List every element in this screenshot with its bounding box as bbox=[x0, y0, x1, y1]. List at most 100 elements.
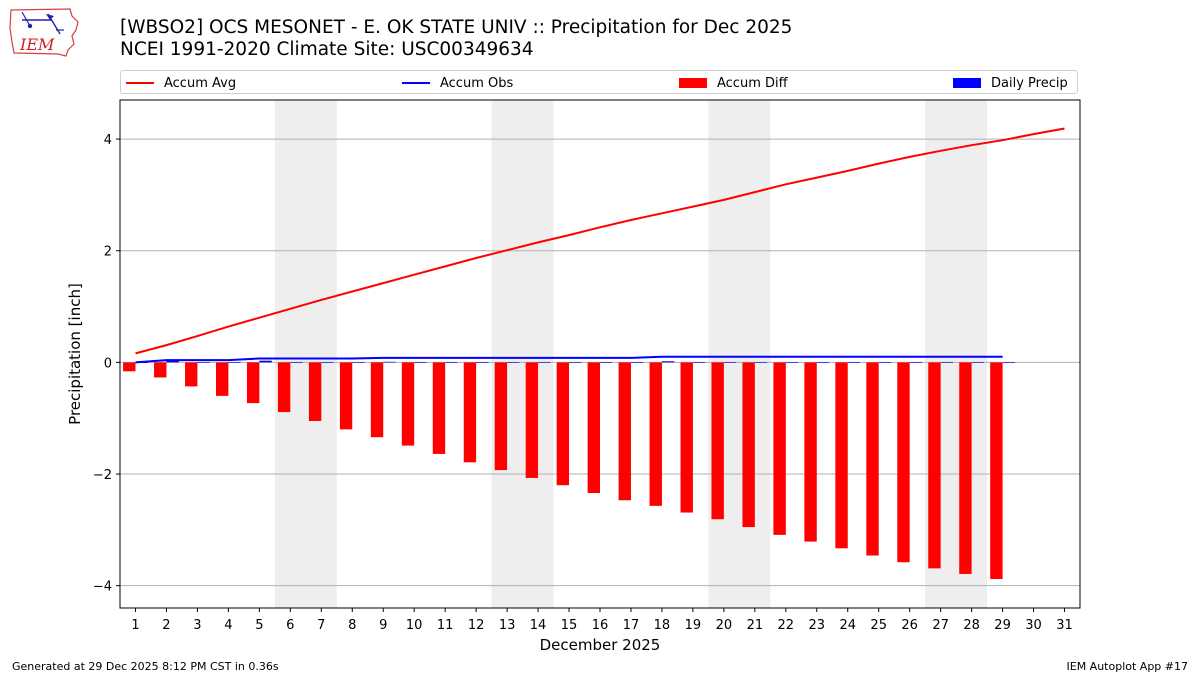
x-tick-label: 29 bbox=[994, 618, 1011, 633]
legend: Accum Avg Accum Obs Accum Diff Daily Pre… bbox=[120, 70, 1078, 94]
weekend-band-1 bbox=[274, 100, 337, 608]
legend-item-accum-obs: Accum Obs bbox=[402, 74, 513, 92]
daily-precip-bar bbox=[352, 362, 365, 363]
x-tick-label: 27 bbox=[932, 618, 949, 633]
y-tick-label: 0 bbox=[104, 356, 112, 371]
daily-precip-bar bbox=[816, 362, 830, 363]
x-tick-label: 17 bbox=[623, 618, 640, 633]
legend-swatch-daily-precip bbox=[953, 78, 981, 88]
daily-precip-bar bbox=[538, 362, 551, 363]
x-tick-label: 15 bbox=[561, 618, 578, 633]
accum-diff-bar bbox=[401, 362, 415, 446]
legend-item-accum-avg: Accum Avg bbox=[126, 74, 236, 92]
daily-precip-bar bbox=[1002, 362, 1015, 363]
accum-diff-bar bbox=[123, 362, 136, 372]
series-lines bbox=[135, 127, 1065, 364]
x-tick-label: 14 bbox=[530, 618, 547, 633]
x-tick-label: 16 bbox=[592, 618, 609, 633]
x-tick-label: 9 bbox=[379, 618, 387, 633]
daily-precip-bar bbox=[476, 362, 489, 363]
x-tick-label: 22 bbox=[778, 618, 795, 633]
accum-diff-bar bbox=[959, 362, 972, 574]
legend-swatch-accum-obs bbox=[402, 82, 430, 84]
daily-precip-bar bbox=[692, 362, 706, 363]
chart-title: [WBSO2] OCS MESONET - E. OK STATE UNIV :… bbox=[120, 17, 793, 38]
daily-precip-bar bbox=[723, 362, 737, 363]
x-tick-label: 24 bbox=[839, 618, 856, 633]
accum-obs-line bbox=[135, 355, 1003, 364]
accum-diff-bar bbox=[618, 362, 631, 501]
x-tick-label: 3 bbox=[193, 618, 201, 633]
x-tick-label: 11 bbox=[437, 618, 454, 633]
daily-precip-bar bbox=[661, 361, 675, 363]
weekend-band-2 bbox=[491, 100, 554, 608]
y-tick-label: 2 bbox=[104, 245, 112, 260]
accum-diff-bar bbox=[866, 362, 879, 556]
weekend-band-3 bbox=[708, 100, 771, 608]
daily-precip-bar bbox=[414, 362, 427, 363]
iem-logo: IEM bbox=[9, 8, 79, 57]
x-tick-label: 4 bbox=[224, 618, 232, 633]
daily-precip-bar bbox=[630, 362, 644, 363]
legend-label-accum-diff: Accum Diff bbox=[717, 75, 788, 91]
chart-subtitle: NCEI 1991-2020 Climate Site: USC00349634 bbox=[120, 39, 534, 60]
y-axis-label: Precipitation [inch] bbox=[66, 283, 84, 425]
x-tick-label: 13 bbox=[499, 618, 516, 633]
x-tick-label: 30 bbox=[1025, 618, 1042, 633]
accum-diff-bar bbox=[494, 362, 508, 471]
daily-precip-bar bbox=[445, 362, 458, 363]
x-tick-label: 6 bbox=[286, 618, 294, 633]
daily-precip-bar bbox=[971, 362, 984, 363]
daily-precip-bar bbox=[290, 362, 303, 363]
accum-diff-bar bbox=[804, 362, 817, 542]
x-tick-label: 21 bbox=[747, 618, 764, 633]
accum-diff-bar bbox=[432, 362, 446, 454]
x-tick-label: 31 bbox=[1056, 618, 1073, 633]
daily-precip-bar bbox=[785, 362, 799, 363]
daily-precip-bar bbox=[569, 362, 582, 363]
bars bbox=[123, 360, 1015, 579]
accum-diff-bar bbox=[525, 362, 539, 478]
daily-precip-bar bbox=[940, 362, 954, 363]
daily-precip-bar bbox=[878, 362, 892, 363]
x-axis-label: December 2025 bbox=[540, 636, 661, 654]
accum-diff-bar bbox=[463, 362, 477, 463]
daily-precip-bar bbox=[847, 362, 861, 363]
accum-diff-bar bbox=[308, 362, 322, 421]
y-tick-label: 4 bbox=[104, 133, 112, 148]
generated-timestamp: Generated at 29 Dec 2025 8:12 PM CST in … bbox=[12, 660, 279, 673]
accum-diff-bar bbox=[649, 362, 662, 506]
daily-precip-bar bbox=[197, 362, 210, 363]
accum-diff-bar bbox=[773, 362, 786, 535]
accum-diff-bar bbox=[246, 362, 260, 404]
legend-label-accum-obs: Accum Obs bbox=[440, 75, 514, 91]
x-tick-label: 5 bbox=[255, 618, 263, 633]
accum-diff-bar bbox=[216, 362, 229, 396]
legend-swatch-accum-diff bbox=[679, 78, 707, 88]
accum-diff-bar bbox=[556, 362, 570, 486]
x-tick-label: 26 bbox=[901, 618, 918, 633]
daily-precip-bar bbox=[228, 362, 241, 363]
accum-diff-bar bbox=[990, 362, 1003, 579]
accum-diff-bar bbox=[339, 362, 353, 430]
daily-precip-bar bbox=[321, 362, 334, 363]
accum-diff-bar bbox=[835, 362, 848, 549]
iem-logo-text: IEM bbox=[19, 35, 55, 54]
iowa-outline-shape bbox=[9, 8, 79, 57]
x-tick-label: 18 bbox=[654, 618, 671, 633]
daily-precip-bar bbox=[507, 362, 520, 363]
x-tick-label: 19 bbox=[685, 618, 702, 633]
x-tick-label: 2 bbox=[162, 618, 170, 633]
daily-precip-bar bbox=[383, 361, 396, 363]
accum-diff-bar bbox=[154, 362, 167, 378]
x-tick-label: 25 bbox=[870, 618, 887, 633]
accum-diff-bar bbox=[587, 362, 600, 494]
daily-precip-bar bbox=[600, 362, 613, 363]
x-tick-label: 10 bbox=[406, 618, 423, 633]
x-tick-label: 20 bbox=[716, 618, 733, 633]
y-tick-label: −4 bbox=[93, 580, 112, 595]
accum-diff-bar bbox=[185, 362, 198, 387]
y-tick-label: −2 bbox=[93, 468, 112, 483]
x-tick-label: 7 bbox=[317, 618, 325, 633]
daily-precip-bar bbox=[909, 362, 923, 363]
